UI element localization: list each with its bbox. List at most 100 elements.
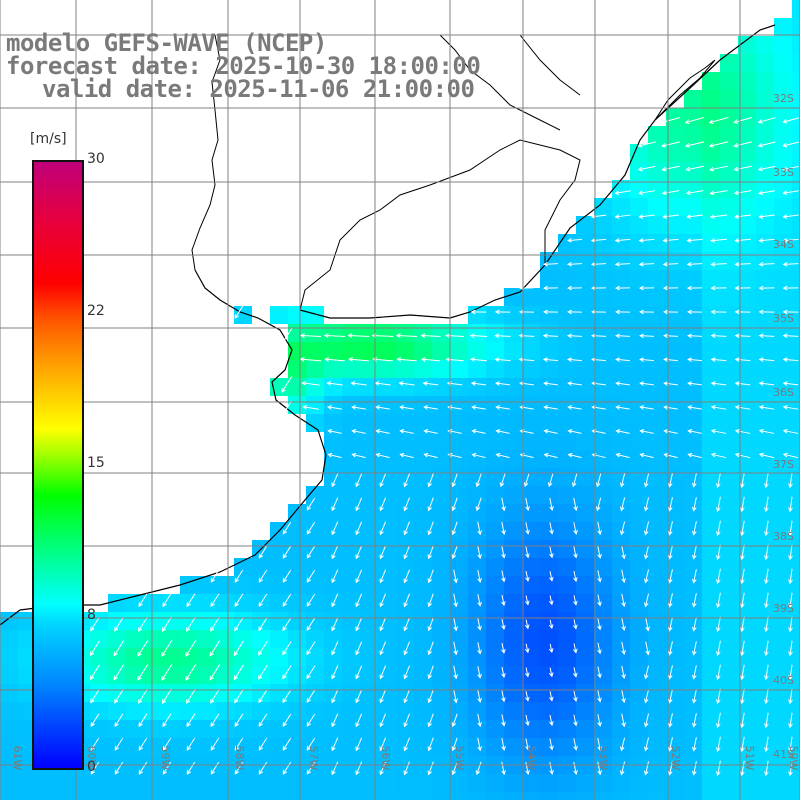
- wind-cell: [684, 558, 702, 576]
- wind-cell: [630, 378, 648, 396]
- wind-cell: [612, 558, 630, 576]
- wind-arrow: [615, 357, 630, 363]
- colorbar-tick-30: 30: [87, 151, 105, 167]
- wind-cell: [288, 504, 306, 522]
- wind-arrow: [685, 165, 704, 172]
- wind-arrow: [114, 737, 124, 751]
- wind-arrow: [662, 214, 679, 219]
- wind-cell: [360, 684, 378, 702]
- wind-cell: [540, 774, 558, 792]
- wind-arrow: [782, 165, 799, 172]
- wind-cell: [360, 612, 378, 630]
- wind-cell: [702, 126, 720, 144]
- wind-cell: [324, 594, 342, 612]
- wind-arrow: [331, 593, 339, 608]
- wind-arrow: [379, 713, 387, 728]
- wind-arrow: [758, 285, 775, 291]
- wind-cell: [648, 450, 666, 468]
- wind-arrow: [733, 165, 752, 172]
- wind-cell: [306, 702, 324, 720]
- wind-cell: [360, 360, 378, 378]
- wind-cell: [522, 702, 540, 720]
- wind-cell: [450, 396, 468, 414]
- wind-arrow: [734, 261, 751, 267]
- wind-cell: [270, 306, 288, 324]
- wind-arrow: [590, 261, 607, 267]
- wind-arrow: [597, 618, 602, 631]
- wind-cell: [324, 378, 342, 396]
- wind-cell: [630, 504, 648, 522]
- wind-arrow: [739, 568, 745, 585]
- wind-cell: [738, 198, 756, 216]
- wind-arrow: [306, 521, 316, 535]
- colorbar-unit: [m/s]: [30, 131, 67, 147]
- wind-cell: [468, 648, 486, 666]
- wind-arrow: [590, 214, 607, 219]
- wind-cell: [252, 720, 270, 738]
- wind-cell: [756, 360, 774, 378]
- wind-cell: [684, 576, 702, 594]
- axis-labels: 61W 60W 59W 58W 57W 56W 55W 54W 53W 52W 51W 50W32S3…: [11, 92, 800, 771]
- wind-arrow: [687, 452, 702, 459]
- wind-arrow: [739, 760, 745, 777]
- wind-arrow: [590, 237, 607, 243]
- wind-arrow: [306, 569, 316, 583]
- wind-cell: [396, 576, 414, 594]
- wind-arrow: [542, 333, 559, 339]
- wind-arrow: [525, 546, 530, 559]
- wind-cell: [504, 306, 522, 324]
- wind-cell: [504, 396, 522, 414]
- wind-cell: [198, 738, 216, 756]
- wind-cell: [792, 432, 800, 450]
- wind-cell: [630, 720, 648, 738]
- wind-arrow: [708, 116, 729, 124]
- wind-cell: [576, 342, 594, 360]
- wind-arrow: [451, 761, 458, 776]
- wind-cell: [522, 306, 540, 324]
- wind-cell: [270, 648, 288, 666]
- wind-arrow: [643, 761, 650, 776]
- wind-cell: [450, 738, 468, 756]
- wind-arrow: [403, 497, 410, 512]
- wind-arrow: [597, 521, 602, 536]
- wind-cell: [720, 162, 738, 180]
- wind-cell: [342, 576, 360, 594]
- wind-cell: [792, 36, 800, 54]
- wind-arrow: [355, 497, 363, 512]
- wind-cell: [684, 486, 702, 504]
- wind-cell: [558, 720, 576, 738]
- wind-cell: [288, 720, 306, 738]
- wind-cell: [324, 738, 342, 756]
- wind-cell: [576, 270, 594, 288]
- wind-arrow: [355, 761, 363, 776]
- wind-cell: [594, 540, 612, 558]
- wind-cell: [774, 558, 792, 576]
- wind-arrow: [477, 642, 482, 655]
- wind-arrow: [379, 497, 387, 512]
- wind-cell: [666, 450, 684, 468]
- wind-cell: [144, 648, 162, 666]
- wind-cell: [486, 504, 504, 522]
- wind-cell: [612, 324, 630, 342]
- wind-cell: [54, 774, 72, 792]
- wind-cell: [774, 90, 792, 108]
- wind-cell: [558, 792, 576, 800]
- wind-cell: [504, 486, 522, 504]
- wind-cell: [234, 594, 252, 612]
- wind-cell: [774, 180, 792, 198]
- wind-arrow: [567, 381, 582, 386]
- wind-arrow: [524, 595, 530, 606]
- wind-cell: [738, 108, 756, 126]
- wind-cell: [432, 648, 450, 666]
- wind-arrow: [638, 214, 655, 219]
- wind-arrow: [667, 737, 673, 752]
- wind-cell: [774, 702, 792, 720]
- wind-cell: [468, 450, 486, 468]
- wind-cell: [792, 54, 800, 72]
- wind-cell: [288, 540, 306, 558]
- wind-arrow: [331, 713, 339, 728]
- wind-arrow: [691, 545, 697, 560]
- wind-cell: [486, 540, 504, 558]
- wind-arrow: [427, 473, 434, 488]
